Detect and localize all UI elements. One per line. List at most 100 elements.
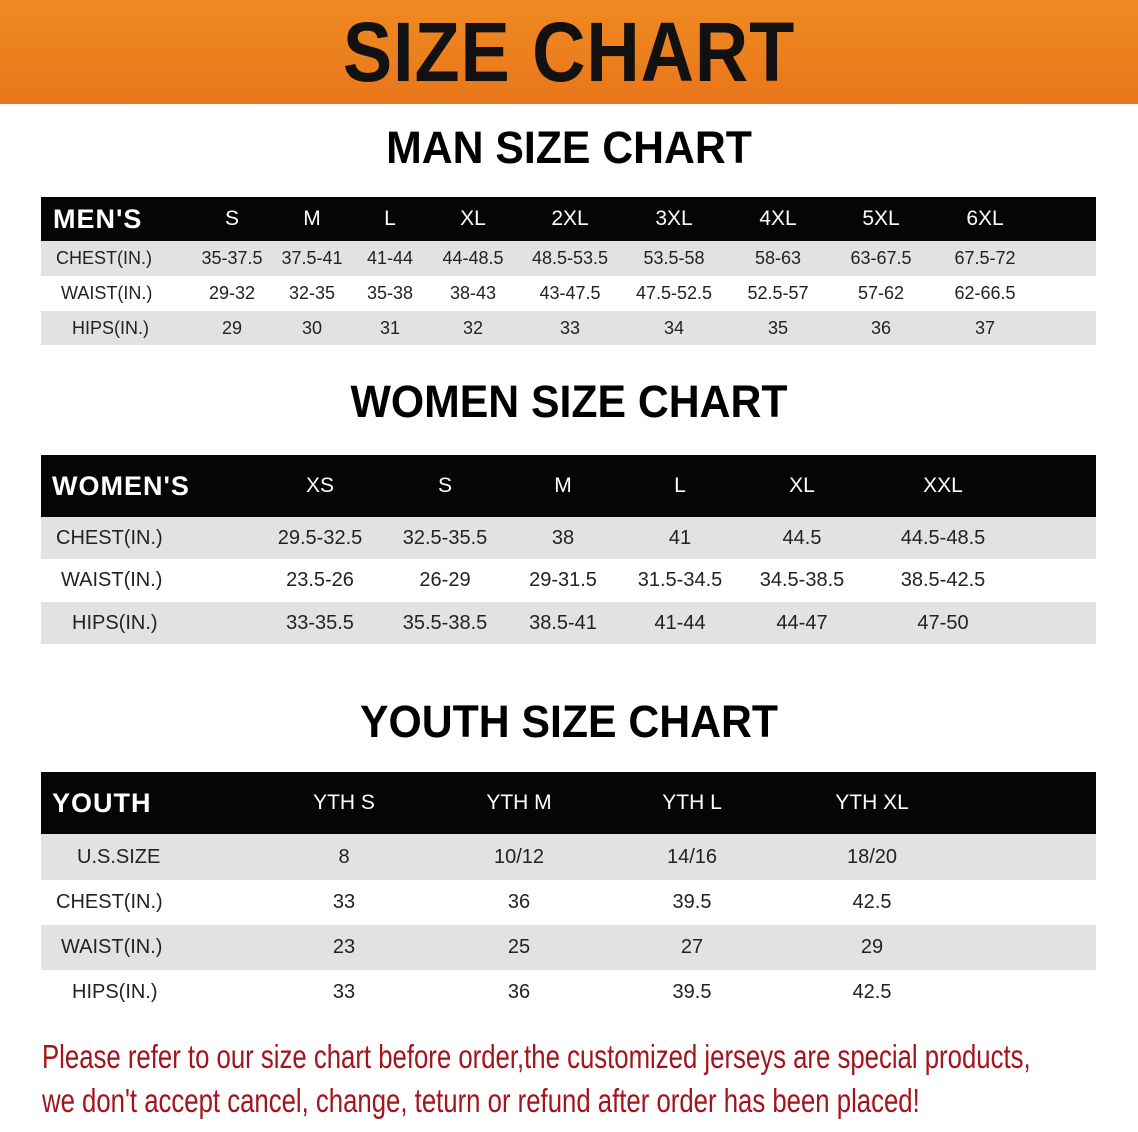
table-cell: YTH L [662, 791, 722, 814]
table-cell: S [437, 474, 453, 497]
table-cell: 30 [301, 317, 323, 338]
table-cell: 41-44 [366, 248, 414, 268]
table-cell: 6XL [966, 207, 1004, 230]
table-cell: 57-62 [857, 283, 905, 303]
table-cell: 33 [559, 317, 581, 338]
table-cell: M [303, 207, 321, 230]
table-cell: 42.5 [852, 891, 892, 913]
row-label: WAIST(IN.) [61, 283, 153, 303]
header-row: WOMEN'S XS S M L XL XXL [41, 455, 1096, 517]
table-cell: 31 [379, 317, 401, 338]
row-label: HIPS(IN.) [72, 317, 150, 338]
women-size-table: WOMEN'S XS S M L XL XXL CHEST(IN.) 29.5-32.5 32.5… [41, 455, 1096, 644]
table-cell: 38 [551, 526, 575, 549]
table-cell: 31.5-34.5 [637, 569, 723, 591]
table-cell: 52.5-57 [747, 283, 809, 303]
row-label: CHEST(IN.) [56, 248, 152, 268]
table-row: CHEST(IN.) 29.5-32.5 32.5-35.5 38 41 44.5 44.5… [41, 517, 1096, 559]
table-cell: 37.5-41 [281, 248, 343, 268]
table-cell: 5XL [862, 207, 900, 230]
table-cell: 35-37.5 [201, 248, 263, 268]
title-banner: SIZE CHART [0, 0, 1138, 104]
row-label: WAIST(IN.) [61, 569, 163, 591]
table-cell: 39.5 [672, 981, 712, 1003]
men-section-title: MAN SIZE CHART [386, 122, 752, 173]
table-cell: 26-29 [419, 569, 471, 591]
table-cell: 41 [668, 526, 692, 549]
table-cell: 29 [860, 936, 884, 958]
table-cell: 36 [507, 981, 531, 1003]
row-label: U.S.SIZE [77, 845, 161, 868]
header-row: MEN'S S M L XL 2XL 3XL 4XL 5XL 6XL [41, 197, 1096, 241]
table-cell: 4XL [759, 207, 797, 230]
table-cell: 29-31.5 [529, 569, 597, 591]
row-label: CHEST(IN.) [56, 891, 163, 913]
men-size-table: MEN'S S M L XL 2XL 3XL 4XL 5XL 6XL CHEST(IN.) 35-37… [41, 197, 1096, 345]
table-row: WAIST(IN.) 23.5-26 26-29 29-31.5 31.5-34.5 34… [41, 559, 1096, 602]
youth-size-table: YOUTH YTH S YTH M YTH L YTH XL U.S.SIZE 8 10/12… [41, 772, 1096, 1015]
table-cell: 67.5-72 [954, 248, 1016, 268]
header-row: YOUTH YTH S YTH M YTH L YTH XL [41, 772, 1096, 834]
table-cell: 41-44 [654, 611, 706, 634]
row-label: YOUTH [52, 787, 152, 818]
table-cell: YTH XL [835, 791, 909, 814]
table-cell: 32.5-35.5 [402, 526, 488, 549]
table-cell: 44.5 [782, 526, 822, 549]
table-cell: 37 [974, 317, 996, 338]
table-cell: 32 [462, 317, 484, 338]
table-cell: M [554, 474, 572, 497]
row-label: MEN'S [53, 203, 143, 234]
table-cell: 47.5-52.5 [635, 283, 713, 303]
table-cell: 35.5-38.5 [402, 611, 488, 634]
table-cell: 36 [870, 317, 892, 338]
table-cell: XL [789, 474, 815, 497]
row-label: HIPS(IN.) [72, 611, 158, 634]
table-cell: XL [460, 207, 486, 230]
table-cell: 38.5-41 [529, 611, 597, 634]
table-cell: 38-43 [449, 283, 497, 303]
table-row: CHEST(IN.) 35-37.5 37.5-41 41-44 44-48.5 48.5… [41, 241, 1096, 276]
table-cell: 39.5 [672, 891, 712, 913]
table-cell: 23.5-26 [286, 569, 354, 591]
table-cell: 23 [332, 936, 356, 958]
women-section-title: WOMEN SIZE CHART [350, 376, 788, 427]
table-cell: S [224, 207, 240, 230]
table-cell: 38.5-42.5 [900, 569, 986, 591]
table-cell: 2XL [551, 207, 589, 230]
table-cell: 18/20 [846, 845, 898, 868]
row-label: CHEST(IN.) [56, 526, 163, 549]
table-cell: 33 [332, 981, 356, 1003]
table-cell: 36 [507, 891, 531, 913]
table-cell: YTH S [313, 791, 375, 814]
table-cell: 44.5-48.5 [900, 526, 986, 549]
row-label: WAIST(IN.) [61, 936, 163, 958]
table-cell: 48.5-53.5 [531, 248, 609, 268]
table-cell: XXL [923, 474, 963, 497]
table-row: WAIST(IN.) 29-32 32-35 35-38 38-43 43-47.5 47.… [41, 276, 1096, 311]
table-cell: 62-66.5 [954, 283, 1016, 303]
table-row: HIPS(IN.) 33-35.5 35.5-38.5 38.5-41 41-44 44-… [41, 602, 1096, 644]
table-cell: 10/12 [493, 845, 545, 868]
table-row: CHEST(IN.) 33 36 39.5 42.5 [41, 880, 1096, 925]
table-row: HIPS(IN.) 29 30 31 32 33 34 35 36 37 [41, 311, 1096, 345]
table-cell: 32-35 [288, 283, 336, 303]
order-note-line-2: we don't accept cancel, change, teturn o… [42, 1082, 920, 1119]
table-cell: 27 [680, 936, 704, 958]
table-cell: 35-38 [366, 283, 414, 303]
table-cell: L [674, 474, 686, 497]
table-cell: 44-47 [776, 611, 828, 634]
table-cell: 3XL [655, 207, 693, 230]
table-cell: 33-35.5 [286, 611, 354, 634]
table-row: U.S.SIZE 8 10/12 14/16 18/20 [41, 834, 1096, 880]
table-cell: 42.5 [852, 981, 892, 1003]
table-cell: 58-63 [754, 248, 802, 268]
table-cell: XS [305, 474, 335, 497]
row-label: WOMEN'S [52, 470, 190, 501]
table-cell: L [384, 207, 396, 230]
table-cell: 29 [221, 317, 243, 338]
table-cell: 8 [338, 845, 350, 868]
table-cell: 34 [663, 317, 685, 338]
table-cell: 53.5-58 [643, 248, 705, 268]
table-cell: YTH M [486, 791, 552, 814]
table-cell: 14/16 [666, 845, 718, 868]
